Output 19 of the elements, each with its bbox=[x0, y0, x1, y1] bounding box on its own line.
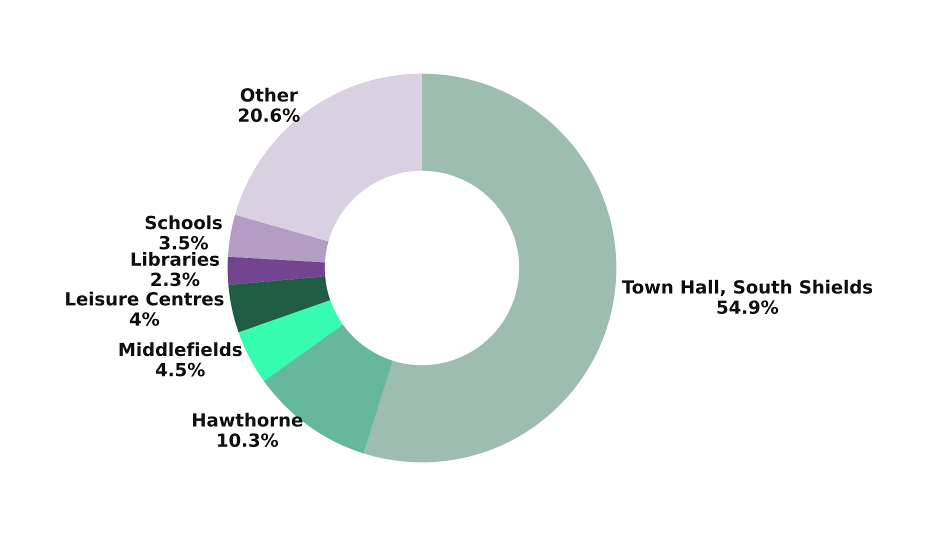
data-label: 54.9% bbox=[717, 300, 778, 314]
donut-slice bbox=[364, 74, 616, 462]
data-label: 3.5% bbox=[160, 236, 208, 250]
data-label: 20.6% bbox=[238, 108, 300, 122]
data-label: 10.3% bbox=[218, 433, 278, 447]
donut-slice bbox=[228, 256, 326, 285]
slice-label: Middlefields bbox=[120, 342, 242, 356]
slice-label: Hawthorne bbox=[193, 412, 302, 427]
data-label: 4.5% bbox=[156, 362, 205, 376]
data-label: 2.3% bbox=[151, 272, 200, 286]
slice-label: Leisure Centres bbox=[66, 292, 224, 306]
data-label: 4% bbox=[130, 312, 160, 326]
donut-slice bbox=[228, 276, 330, 332]
donut-slice bbox=[228, 214, 329, 262]
slice-label: Other bbox=[240, 88, 298, 102]
slice-label: Schools bbox=[146, 215, 222, 230]
slice-label: Town Hall, South Shields bbox=[622, 280, 872, 296]
donut-slice bbox=[235, 74, 422, 242]
slice-label: Libraries bbox=[132, 252, 219, 266]
